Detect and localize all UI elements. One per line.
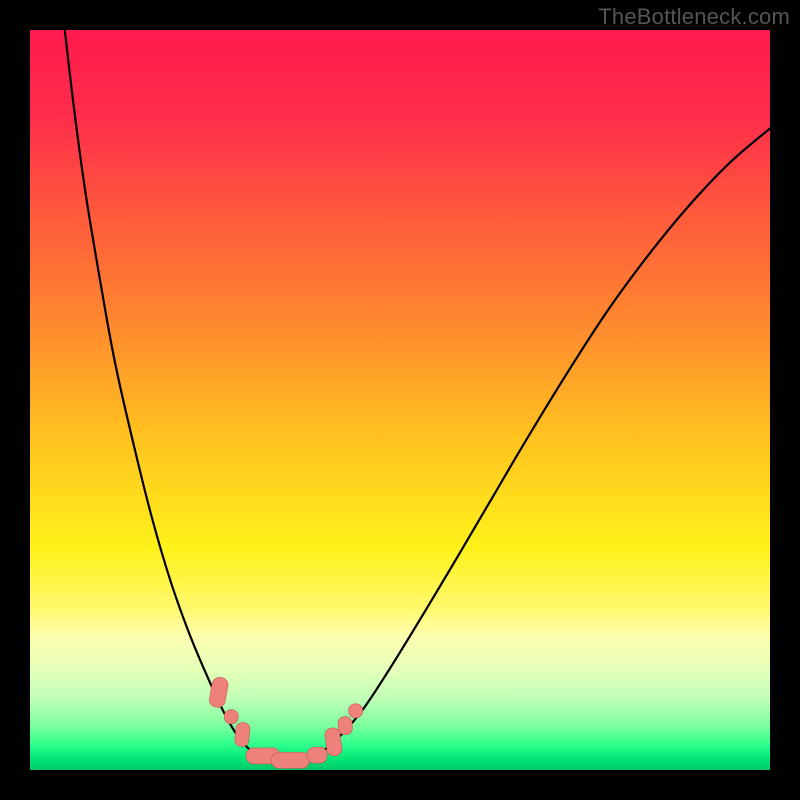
data-marker	[307, 747, 327, 763]
watermark-text: TheBottleneck.com	[598, 4, 790, 30]
chart-svg	[0, 0, 800, 800]
data-marker	[224, 710, 238, 724]
bottleneck-chart: TheBottleneck.com	[0, 0, 800, 800]
plot-background	[30, 30, 770, 770]
data-marker	[337, 716, 353, 735]
data-marker	[271, 752, 309, 768]
data-marker	[234, 722, 250, 747]
data-marker	[349, 704, 363, 718]
